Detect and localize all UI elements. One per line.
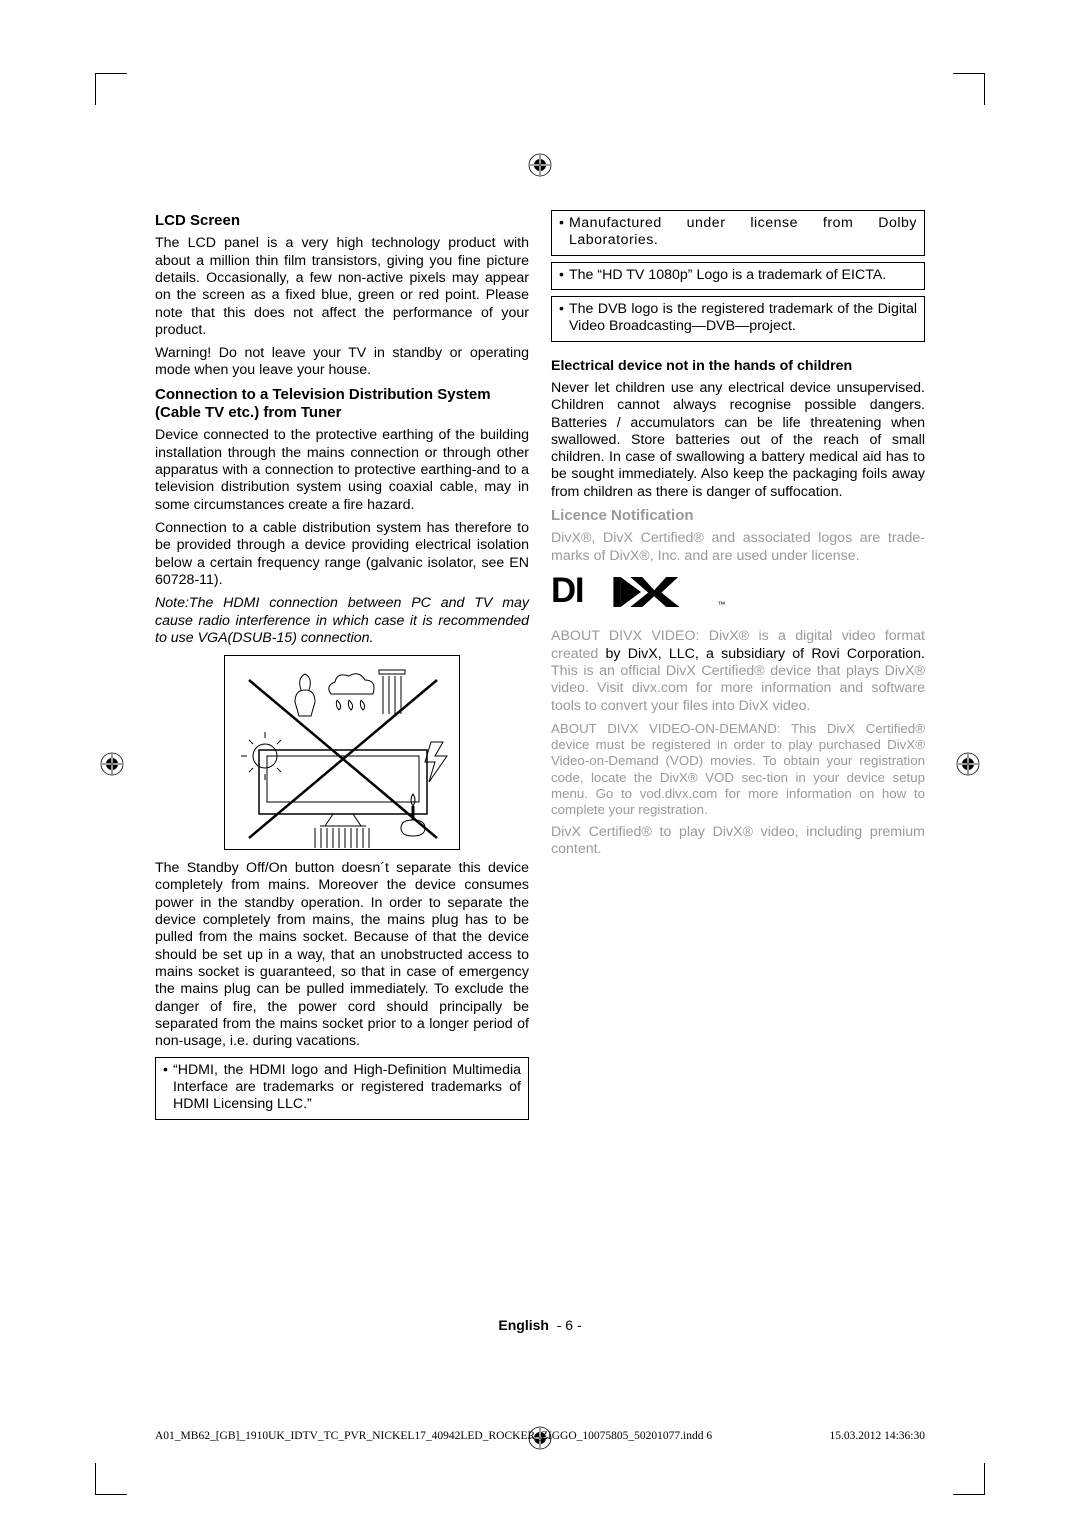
divx-logo: DI ™: [551, 571, 731, 618]
footer-page: - 6 -: [557, 1317, 582, 1333]
eicta-box: The “HD TV 1080p” Logo is a trademark of…: [551, 262, 925, 290]
tv-hazard-illustration: [224, 655, 460, 850]
registration-mark-icon: [528, 153, 552, 177]
registration-mark-icon: [956, 752, 980, 776]
dvb-box: The DVB logo is the registered trademark…: [551, 296, 925, 342]
footer-language: English: [498, 1317, 549, 1333]
list-item: “HDMI, the HDMI logo and High-Definition…: [163, 1062, 521, 1114]
footer-date: 15.03.2012 14:36:30: [829, 1430, 925, 1442]
svg-text:DI: DI: [551, 571, 583, 610]
list-item: The “HD TV 1080p” Logo is a trademark of…: [559, 267, 917, 284]
list-item: The DVB logo is the registered trademark…: [559, 301, 917, 336]
page-content: LCD Screen The LCD panel is a very high …: [155, 210, 925, 1126]
paragraph: ABOUT DIVX VIDEO: DivX® is a digital vid…: [551, 628, 925, 715]
paragraph: Device connected to the protective earth…: [155, 427, 529, 514]
print-footer: A01_MB62_[GB]_1910UK_IDTV_TC_PVR_NICKEL1…: [155, 1430, 925, 1442]
left-column: LCD Screen The LCD panel is a very high …: [155, 210, 529, 1126]
registration-mark-icon: [100, 752, 124, 776]
paragraph: ABOUT DIVX VIDEO-ON-DEMAND: This DivX Ce…: [551, 721, 925, 818]
dolby-box: Manufactured under license from Dolby La…: [551, 210, 925, 256]
paragraph: Never let children use any electrical de…: [551, 380, 925, 501]
paragraph: DivX®, DivX Certified® and associated lo…: [551, 530, 925, 565]
heading-children: Electrical device not in the hands of ch…: [551, 358, 925, 375]
note-paragraph: Note:The HDMI connection between PC and …: [155, 595, 529, 647]
paragraph: Warning! Do not leave your TV in standby…: [155, 345, 529, 380]
paragraph: The LCD panel is a very high technology …: [155, 235, 529, 339]
footer-filename: A01_MB62_[GB]_1910UK_IDTV_TC_PVR_NICKEL1…: [155, 1430, 712, 1442]
list-item: Manufactured under license from Dolby La…: [559, 215, 917, 250]
paragraph: Connection to a cable distribution syste…: [155, 520, 529, 589]
hdmi-trademark-box: “HDMI, the HDMI logo and High-Definition…: [155, 1057, 529, 1120]
heading-licence: Licence Notification: [551, 507, 925, 525]
paragraph: DivX Certified® to play DivX® video, inc…: [551, 824, 925, 859]
paragraph: The Standby Off/On button doesn´t separa…: [155, 860, 529, 1050]
page-footer: English - 6 -: [0, 1317, 1080, 1333]
svg-text:™: ™: [718, 600, 726, 609]
heading-connection: Connection to a Television Distribution …: [155, 386, 529, 423]
heading-lcd-screen: LCD Screen: [155, 212, 529, 230]
right-column: Manufactured under license from Dolby La…: [551, 210, 925, 1126]
